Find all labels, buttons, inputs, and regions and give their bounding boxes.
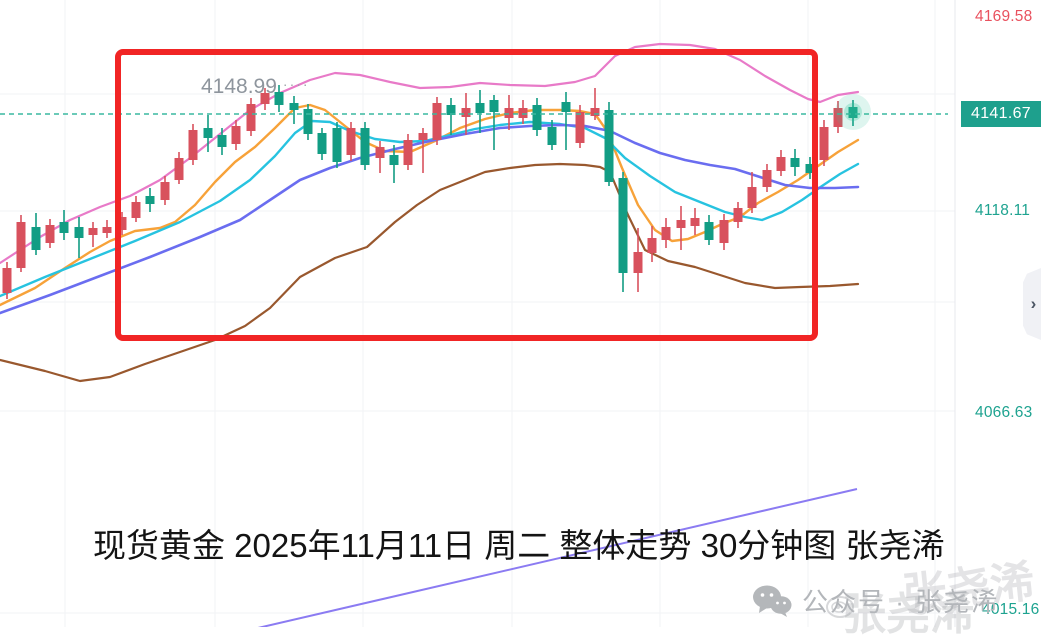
high-price-dots: ···· (282, 76, 310, 92)
candle-body (776, 157, 786, 171)
candle-body (131, 202, 141, 218)
price-chart-canvas[interactable] (0, 0, 1041, 627)
candle-body (461, 108, 471, 117)
candle-body (274, 92, 284, 105)
candle-body (145, 196, 155, 204)
candle-body (590, 108, 600, 116)
wechat-watermark-label: 公众号 · 张尧浠 (802, 587, 1000, 617)
candle-body (2, 268, 12, 293)
candle-body (504, 108, 514, 118)
candle-body (518, 108, 528, 118)
spiral-doodle-icon (826, 596, 854, 618)
candle-body (375, 147, 385, 158)
candle-body (231, 126, 241, 144)
candle-body (403, 140, 413, 165)
candle-body (289, 103, 299, 110)
candle-body (618, 178, 628, 273)
ma-cyan (0, 119, 860, 298)
candle-body (747, 187, 757, 208)
chevron-right-icon: › (1030, 294, 1037, 313)
candle-body (704, 222, 714, 240)
candle-body (733, 208, 743, 222)
candle-body (31, 227, 41, 250)
candle-body (45, 225, 55, 243)
candle-body (661, 227, 671, 240)
candle-body (418, 133, 428, 140)
candle-body (633, 252, 643, 273)
candle-body (719, 220, 729, 243)
candle-body (604, 110, 614, 182)
panel-expand-button[interactable]: › (1023, 268, 1041, 340)
candle-body (547, 127, 557, 145)
candle-body (16, 222, 26, 268)
candle-body (346, 128, 356, 155)
candle-body (647, 238, 657, 253)
candle-body (117, 217, 127, 230)
candle-body (102, 227, 112, 233)
candle-body (561, 102, 571, 112)
current-price-badge: 4141.67 (961, 101, 1041, 127)
candle-body (532, 105, 542, 130)
candle-body (74, 227, 84, 238)
ma-orange (0, 103, 860, 307)
candle-body (246, 104, 256, 131)
high-price-annotation: 4148.99 ···· (201, 75, 310, 99)
wechat-icon (753, 585, 792, 617)
candle-body (389, 155, 399, 165)
candle-body (88, 228, 98, 235)
high-price-value: 4148.99 (201, 75, 277, 98)
y-axis-label-4118: 4118.11 (975, 202, 1031, 219)
chart-caption: 现货黄金 2025年11月11日 周二 整体走势 30分钟图 张尧浠 (93, 527, 945, 564)
boll-lower-brown (0, 162, 860, 383)
candle-body (188, 130, 198, 160)
candle-body (174, 158, 184, 180)
candle-body (690, 218, 700, 226)
candle-body (489, 100, 499, 112)
candle-body (805, 164, 815, 173)
candle-body (790, 158, 800, 167)
y-axis-label-4015: 4015.16 (982, 601, 1040, 618)
candle-body (317, 133, 327, 154)
y-axis-label-4169: 4169.58 (975, 8, 1033, 25)
candle-body (303, 109, 313, 134)
candle-body (160, 182, 170, 200)
candle-body (475, 103, 485, 113)
highlight-rectangle-annotation (115, 49, 818, 341)
candle-body (217, 135, 227, 147)
candle-body (360, 128, 370, 165)
trendline (257, 488, 858, 627)
candle-body (260, 93, 270, 104)
candle-body (446, 105, 456, 115)
y-axis-label-4066: 4066.63 (975, 404, 1033, 421)
wechat-watermark: 公众号 · 张尧浠 (752, 582, 999, 619)
candle-body (819, 127, 829, 160)
ma-blue (0, 123, 860, 315)
boll-upper-pink (0, 42, 860, 265)
latest-candle-glow (835, 94, 871, 130)
latest-candle-glow-inner (844, 103, 862, 121)
candle-body (332, 128, 342, 162)
candle-body (432, 103, 442, 140)
candle-body (762, 170, 772, 187)
candle-body (59, 222, 69, 233)
candle-body (848, 107, 858, 118)
candle-body (575, 112, 585, 143)
candle-body (676, 220, 686, 228)
candle-body (833, 108, 843, 127)
candle-body (203, 128, 213, 138)
